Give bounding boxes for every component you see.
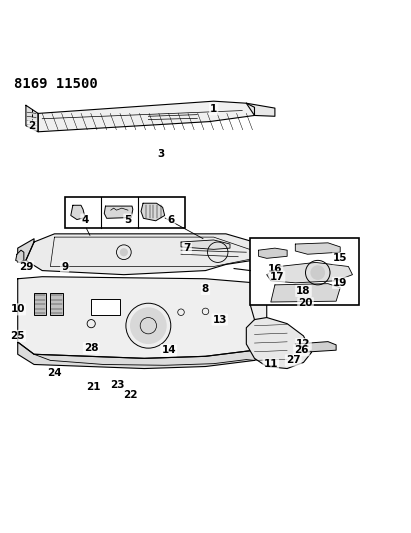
Text: 7: 7 [183,243,191,253]
Polygon shape [267,262,353,283]
Text: 1: 1 [210,104,217,115]
Polygon shape [104,206,133,219]
Text: 9: 9 [61,262,68,271]
Polygon shape [16,250,24,262]
Text: 15: 15 [333,253,347,263]
Text: 13: 13 [212,314,227,325]
Polygon shape [18,239,34,262]
Polygon shape [141,203,165,221]
Text: 24: 24 [47,368,62,378]
Text: 10: 10 [10,304,25,314]
Text: 16: 16 [268,263,282,273]
Polygon shape [296,342,336,352]
Polygon shape [18,338,267,368]
Polygon shape [296,243,340,254]
Circle shape [310,265,325,280]
Text: 5: 5 [124,215,132,224]
Text: 27: 27 [286,356,300,366]
Text: 6: 6 [167,215,174,224]
Text: 22: 22 [123,390,137,400]
Text: 17: 17 [270,272,284,282]
Text: 23: 23 [111,380,125,390]
Polygon shape [259,248,287,259]
Text: 29: 29 [18,262,33,271]
Text: 12: 12 [296,339,311,349]
Text: 2: 2 [28,120,36,131]
Text: 3: 3 [157,149,164,159]
Bar [51,293,62,316]
Text: 4: 4 [81,215,89,224]
Circle shape [120,248,128,256]
Polygon shape [26,234,279,274]
Text: 20: 20 [298,298,313,308]
Polygon shape [18,277,267,358]
Text: 25: 25 [10,331,25,341]
Bar [65,197,185,228]
Bar [250,238,358,305]
Text: 11: 11 [263,359,278,369]
Bar [91,299,120,316]
Circle shape [130,308,167,344]
Text: 21: 21 [86,382,100,392]
Text: 18: 18 [296,286,311,296]
Text: 26: 26 [294,345,309,355]
Text: 8169 11500: 8169 11500 [14,77,97,91]
Polygon shape [26,105,38,132]
Polygon shape [246,103,275,116]
Bar [34,293,46,316]
Text: 19: 19 [333,278,347,288]
Text: 8: 8 [202,284,209,294]
Text: 14: 14 [162,345,176,355]
Text: 28: 28 [84,343,99,353]
Polygon shape [271,284,340,302]
Polygon shape [181,240,230,249]
Polygon shape [38,101,254,132]
Polygon shape [71,205,85,220]
Polygon shape [246,318,312,368]
